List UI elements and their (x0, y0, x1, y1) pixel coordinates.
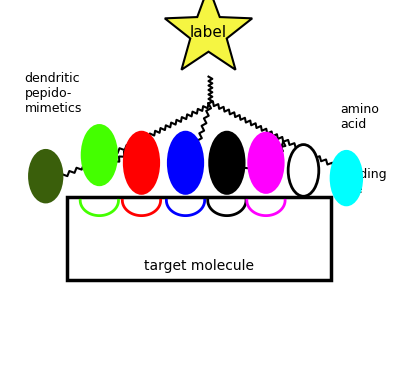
Ellipse shape (124, 132, 159, 193)
Polygon shape (165, 0, 252, 70)
Text: amino
acid: amino acid (341, 103, 379, 131)
Text: binding
site: binding site (341, 168, 387, 196)
Text: dendritic
pepido-
mimetics: dendritic pepido- mimetics (25, 72, 82, 115)
Ellipse shape (210, 132, 244, 193)
Ellipse shape (288, 145, 319, 196)
Ellipse shape (249, 133, 283, 193)
Ellipse shape (82, 126, 117, 185)
Bar (67, 197, 331, 280)
Text: target molecule: target molecule (144, 259, 254, 273)
Ellipse shape (331, 151, 362, 205)
Ellipse shape (30, 151, 62, 202)
Text: label: label (190, 25, 227, 40)
Ellipse shape (168, 132, 203, 193)
